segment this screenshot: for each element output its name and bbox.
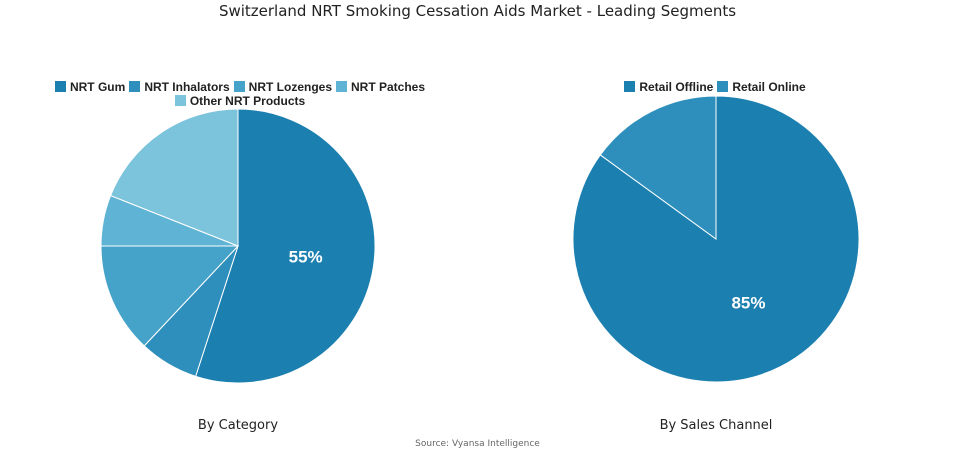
legend-label: Other NRT Products xyxy=(189,94,306,108)
legend-category: NRT Gum NRT Inhalators NRT Lozenges NRT Pat… xyxy=(45,80,435,108)
legend-item: NRT Patches xyxy=(336,80,425,94)
subtitle-sales-channel: By Sales Channel xyxy=(659,418,773,433)
legend-label: NRT Patches xyxy=(351,80,426,94)
legend-swatch xyxy=(174,95,186,106)
legend-label: Retail Offline xyxy=(639,80,714,94)
legend-label: NRT Gum xyxy=(69,80,126,94)
pie-slice-retail-online xyxy=(599,95,717,240)
pie-slice-nrt-lozenges xyxy=(100,245,240,347)
source-note: Source: Vyansa Intelligence xyxy=(415,439,540,449)
legend-sales-channel: Retail Offline Retail Online xyxy=(560,80,870,94)
legend-swatch xyxy=(624,81,636,92)
legend-item: NRT Gum xyxy=(54,80,126,94)
pie-slice-other-nrt-products xyxy=(109,108,239,247)
legend-swatch xyxy=(54,81,66,92)
legend-swatch xyxy=(717,81,729,92)
pie-slice-nrt-gum xyxy=(195,108,376,384)
pie-slice-retail-offline xyxy=(572,95,860,383)
data-label: 85% xyxy=(731,294,765,313)
legend-swatch xyxy=(233,81,245,92)
legend-item: Other NRT Products xyxy=(174,94,306,108)
legend-label: NRT Inhalators xyxy=(144,80,230,94)
legend-item: NRT Lozenges xyxy=(233,80,332,94)
data-label: 55% xyxy=(289,248,323,267)
legend-swatch xyxy=(336,81,347,92)
legend-label: Retail Online xyxy=(732,80,806,94)
legend-item: Retail Offline xyxy=(624,80,713,94)
legend-item: Retail Online xyxy=(717,80,806,94)
legend-label: NRT Lozenges xyxy=(248,80,332,94)
legend-item: NRT Inhalators xyxy=(129,80,230,94)
chart-title: Switzerland NRT Smoking Cessation Aids M… xyxy=(218,2,737,20)
subtitle-category: By Category xyxy=(197,418,279,433)
legend-swatch xyxy=(129,81,141,92)
